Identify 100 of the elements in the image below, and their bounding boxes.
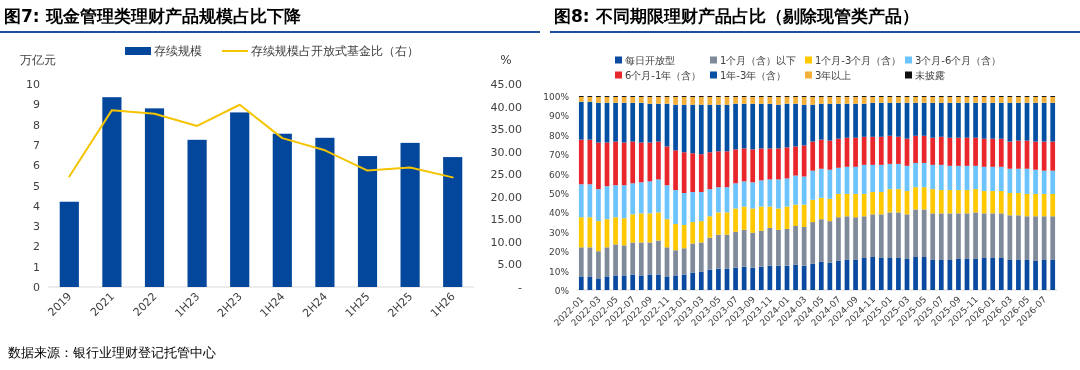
bar <box>956 190 961 214</box>
bar <box>818 261 824 290</box>
bar <box>733 96 738 104</box>
bar <box>930 137 936 165</box>
bar <box>973 189 978 213</box>
bar <box>638 213 644 243</box>
bar <box>973 165 978 190</box>
bar <box>776 265 781 290</box>
bar <box>690 243 696 273</box>
bar <box>621 275 627 290</box>
bar <box>836 193 841 218</box>
bar <box>818 96 824 104</box>
bar <box>878 102 884 137</box>
bar <box>613 185 618 218</box>
source-note: 数据来源：银行业理财登记托管中心 <box>8 345 216 360</box>
bar <box>578 184 584 218</box>
bar <box>921 102 927 136</box>
bar <box>853 96 858 104</box>
bar <box>870 192 876 215</box>
bar <box>981 257 987 290</box>
bar <box>990 96 996 103</box>
bar <box>630 102 636 142</box>
bar <box>870 96 876 103</box>
bar <box>818 168 824 198</box>
bar <box>836 96 841 104</box>
bar <box>621 245 627 276</box>
bar <box>1016 193 1021 216</box>
bar <box>724 96 730 105</box>
bar <box>998 166 1004 192</box>
bar <box>956 258 961 290</box>
bar <box>400 142 420 287</box>
bar <box>921 96 927 103</box>
bar <box>750 96 756 104</box>
bar <box>681 152 687 193</box>
y-tick-label: 50% <box>548 189 570 199</box>
bar <box>758 266 764 290</box>
y-tick-label: 6 <box>33 159 40 173</box>
bar <box>733 103 738 150</box>
bar <box>938 213 944 260</box>
bar <box>810 263 816 290</box>
bar <box>656 274 661 290</box>
bar <box>1033 96 1038 103</box>
bar <box>1050 102 1056 142</box>
bar <box>801 176 807 205</box>
bar <box>861 193 867 217</box>
bar <box>801 145 807 177</box>
y2-tick-label: 25.00 <box>490 168 522 182</box>
bar <box>698 96 704 105</box>
y2-tick-label: 45.00 <box>490 78 522 91</box>
chart-title: 图7: 现金管理类理财产品规模占比下降 <box>4 6 302 26</box>
y2-tick-label: 20.00 <box>490 190 522 204</box>
bar <box>938 102 944 137</box>
bar <box>1050 193 1056 217</box>
bar <box>758 96 764 104</box>
bar <box>750 267 756 290</box>
bar <box>716 151 721 188</box>
bar <box>981 138 987 167</box>
bar <box>613 244 618 276</box>
bar <box>810 222 816 264</box>
y-tick-label: 90% <box>548 111 570 122</box>
bar <box>716 234 721 269</box>
bar <box>656 179 661 213</box>
bar <box>861 96 867 104</box>
bar <box>921 187 927 210</box>
bar <box>998 96 1004 103</box>
bar <box>357 156 378 287</box>
bar <box>904 96 910 103</box>
bar <box>758 180 764 207</box>
bar <box>861 216 867 258</box>
bar <box>758 230 764 267</box>
bar <box>630 96 636 103</box>
bar <box>861 164 867 194</box>
bar <box>998 213 1004 258</box>
bar <box>1041 259 1047 290</box>
bar <box>776 179 781 209</box>
bar <box>956 96 961 103</box>
bar <box>690 222 696 244</box>
bar <box>1041 102 1047 142</box>
y-tick-label: 1 <box>33 260 40 274</box>
bar <box>750 208 756 233</box>
y-tick-label: 3 <box>33 220 40 234</box>
y-tick-label: 80% <box>548 130 570 141</box>
bar <box>930 164 936 190</box>
bar <box>578 276 584 290</box>
bar <box>596 96 601 103</box>
bar <box>1033 260 1038 290</box>
bar <box>776 104 781 149</box>
bar <box>853 217 858 260</box>
bar <box>741 96 747 104</box>
bar <box>818 139 824 169</box>
bar <box>956 137 961 166</box>
y-tick-label: 8 <box>33 118 40 132</box>
bar <box>690 272 696 290</box>
bar <box>1016 259 1021 290</box>
legend-label: 6个月-1年（含） <box>625 70 702 81</box>
bar <box>656 141 661 180</box>
bar <box>673 224 678 251</box>
bar <box>656 103 661 142</box>
bar <box>767 96 773 104</box>
bar <box>673 190 678 225</box>
